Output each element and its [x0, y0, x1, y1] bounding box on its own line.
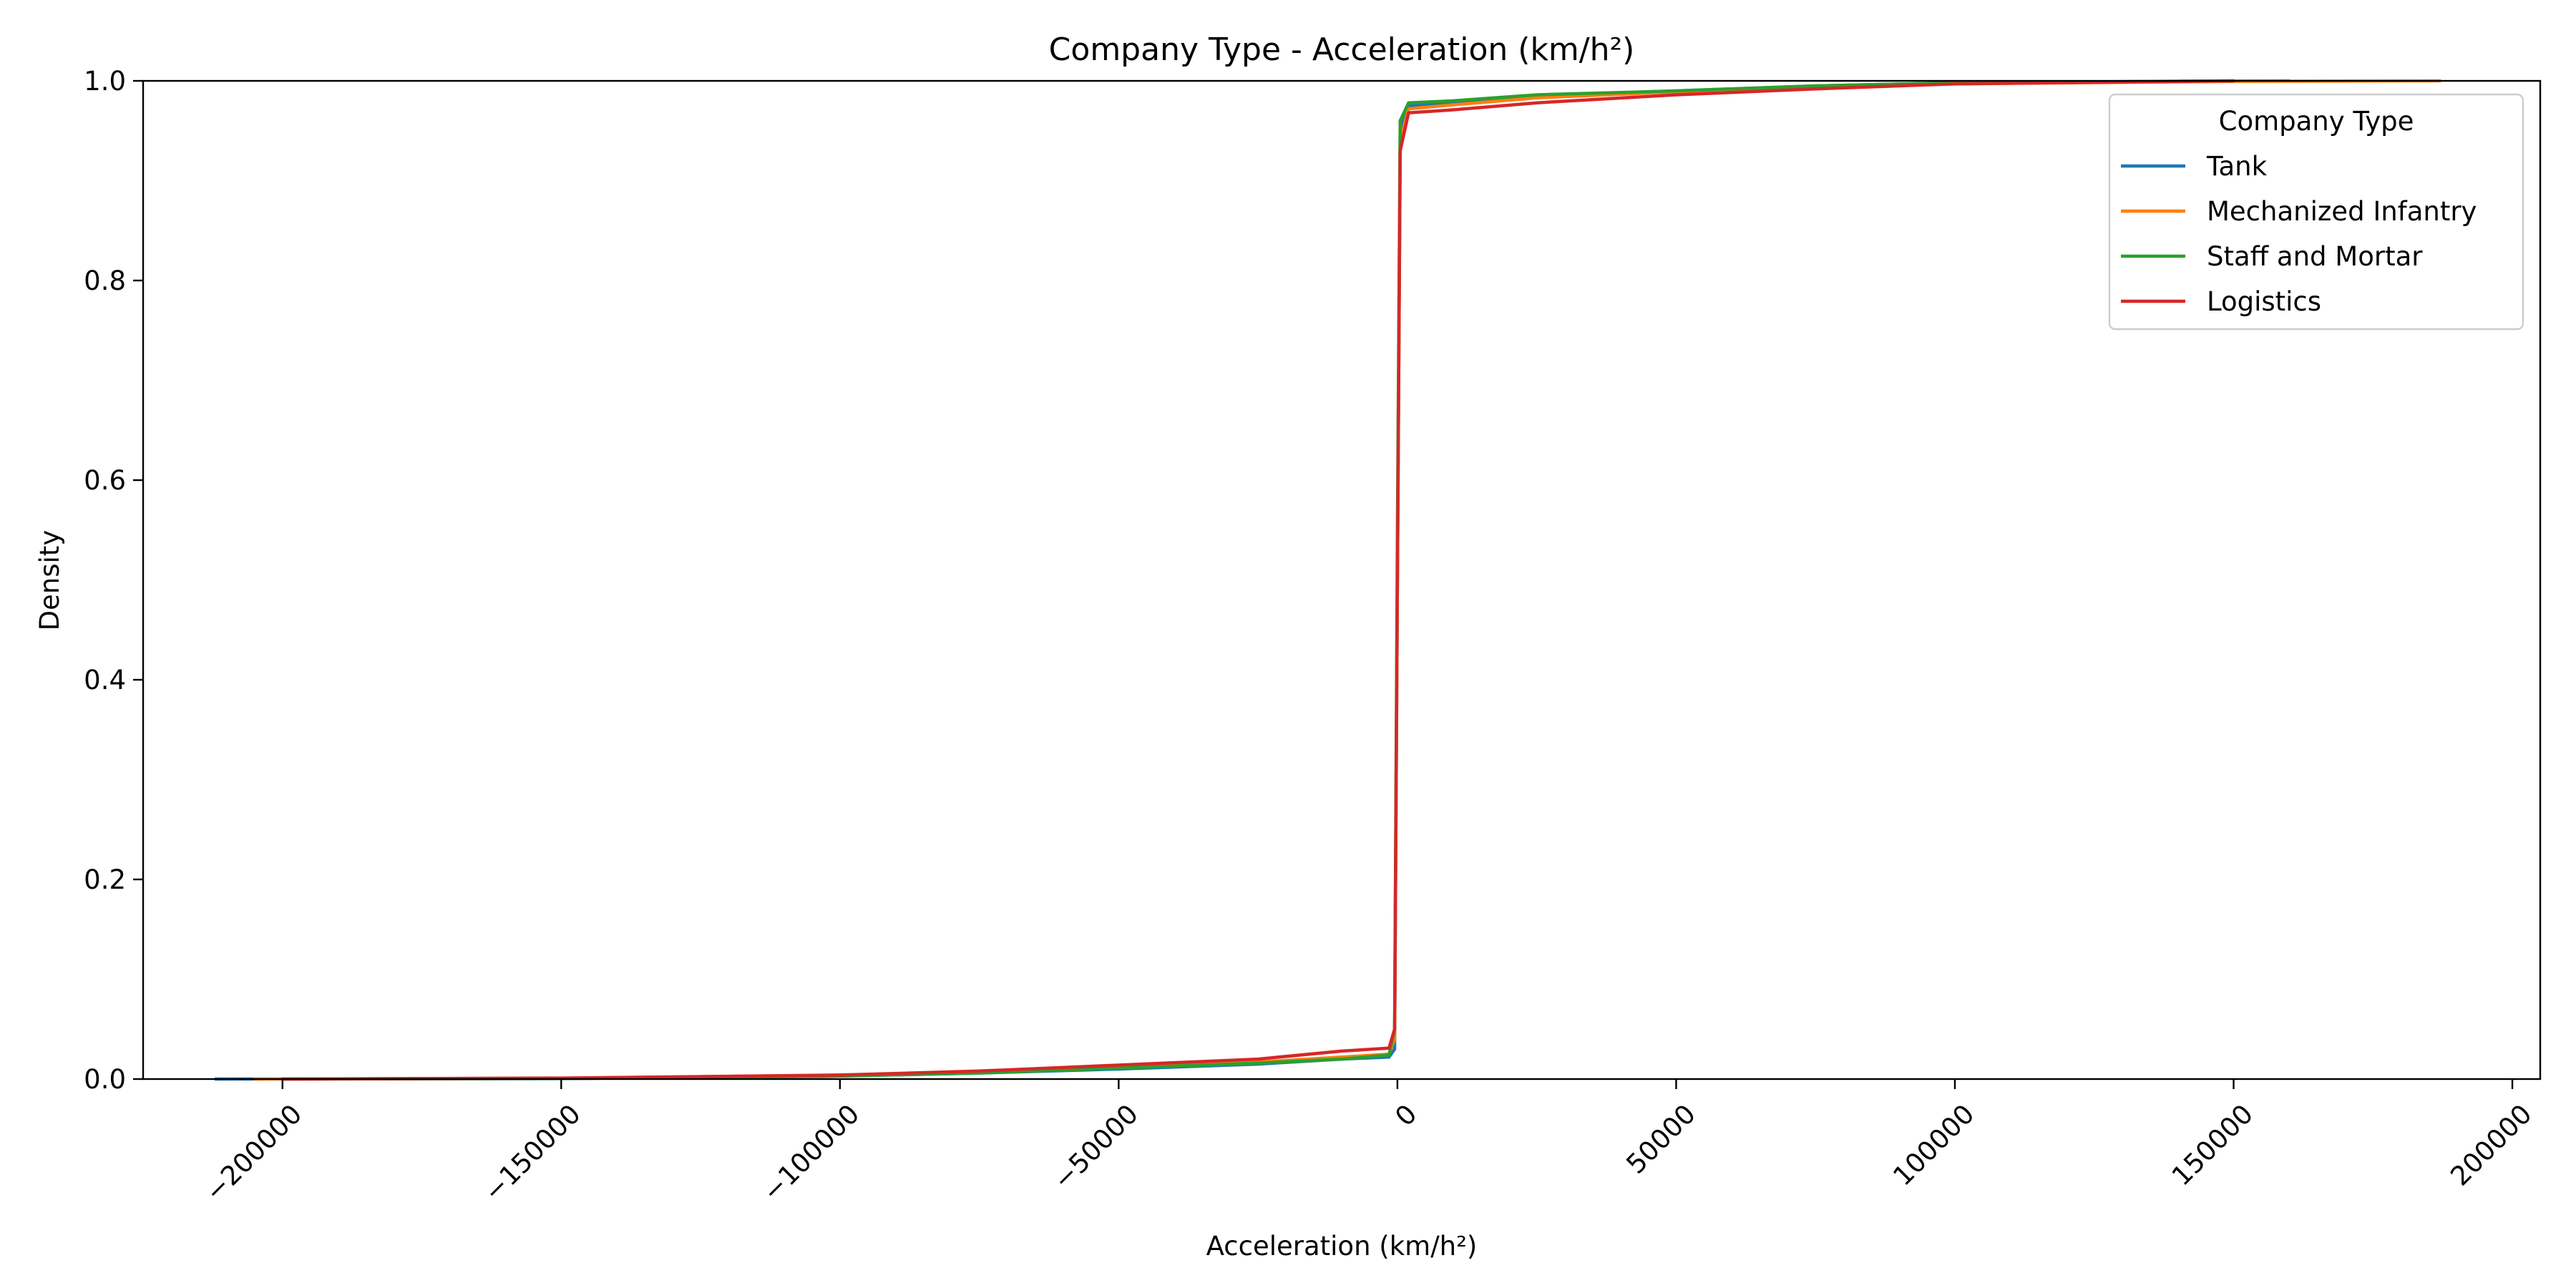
y-tick-label-3: 0.6 — [84, 465, 126, 496]
y-axis-label: Density — [34, 530, 65, 631]
x-axis-label: Acceleration (km/h²) — [1206, 1231, 1478, 1262]
legend-title: Company Type — [2219, 106, 2414, 137]
legend: Company Type Tank Mechanized Infantry Staf… — [2109, 94, 2523, 329]
y-tick-label-0: 0.0 — [84, 1064, 126, 1095]
legend-label-3: Logistics — [2207, 286, 2321, 317]
legend-label-0: Tank — [2206, 151, 2268, 182]
y-tick-label-5: 1.0 — [84, 66, 126, 97]
legend-label-1: Mechanized Infantry — [2207, 196, 2477, 227]
y-tick-label-4: 0.8 — [84, 265, 126, 296]
y-tick-label-2: 0.4 — [84, 665, 126, 696]
legend-label-2: Staff and Mortar — [2207, 241, 2423, 272]
y-tick-label-1: 0.2 — [84, 864, 126, 895]
chart-title: Company Type - Acceleration (km/h²) — [1049, 31, 1635, 68]
